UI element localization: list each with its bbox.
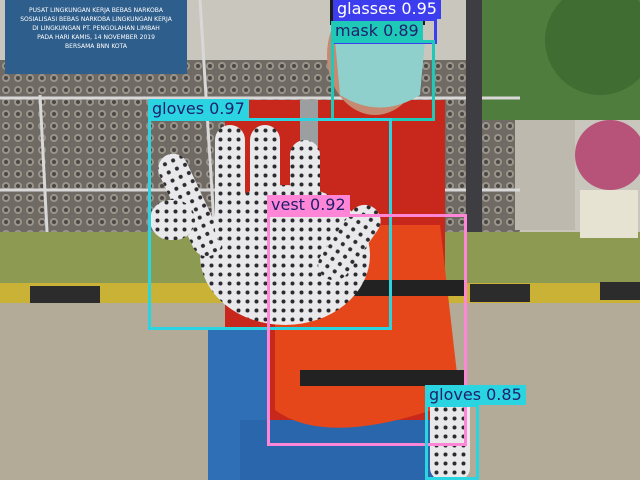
detection-box-gloves: gloves 0.97 bbox=[148, 99, 392, 330]
flower-bush bbox=[575, 120, 640, 190]
banner-sign bbox=[5, 0, 187, 74]
detection-label: mask 0.89 bbox=[331, 21, 423, 41]
detection-box-gloves-2: gloves 0.85 bbox=[425, 385, 526, 480]
banner-line: DI LINGKUNGAN PT. PENGOLAHAN LIMBAH bbox=[32, 25, 160, 32]
banner-line: PUSAT LINGKUNGAN KERJA BEBAS NARKOBA bbox=[29, 7, 163, 14]
curb-dark-1 bbox=[30, 286, 100, 304]
vest-strap-2 bbox=[300, 370, 465, 386]
face-mask bbox=[335, 32, 425, 108]
curb-dark-3 bbox=[600, 282, 640, 300]
tree-canopy bbox=[545, 0, 640, 95]
banner-text: PUSAT LINGKUNGAN KERJA BEBAS NARKOBA SOS… bbox=[10, 6, 182, 51]
detection-label: vest 0.92 bbox=[267, 195, 350, 215]
detection-label: gloves 0.85 bbox=[425, 385, 526, 405]
second-glove bbox=[430, 395, 470, 480]
detection-box-vest: vest 0.92 bbox=[267, 195, 467, 446]
lamp-post bbox=[466, 0, 482, 245]
detection-label: glasses 0.95 bbox=[333, 0, 441, 19]
glove-hand bbox=[150, 125, 381, 325]
banner-line: SOSIALISASI BEBAS NARKOBA LINGKUNGAN KER… bbox=[20, 16, 172, 23]
legs bbox=[240, 420, 440, 480]
white-box bbox=[580, 190, 638, 238]
banner-line: PADA HARI KAMIS, 14 NOVEMBER 2019 bbox=[37, 34, 155, 41]
curb-dark-2 bbox=[470, 284, 530, 302]
detection-box-mask: mask 0.89 bbox=[331, 21, 435, 121]
detection-label: gloves 0.97 bbox=[148, 99, 249, 119]
banner-line: BERSAMA BNN KOTA bbox=[65, 43, 127, 50]
